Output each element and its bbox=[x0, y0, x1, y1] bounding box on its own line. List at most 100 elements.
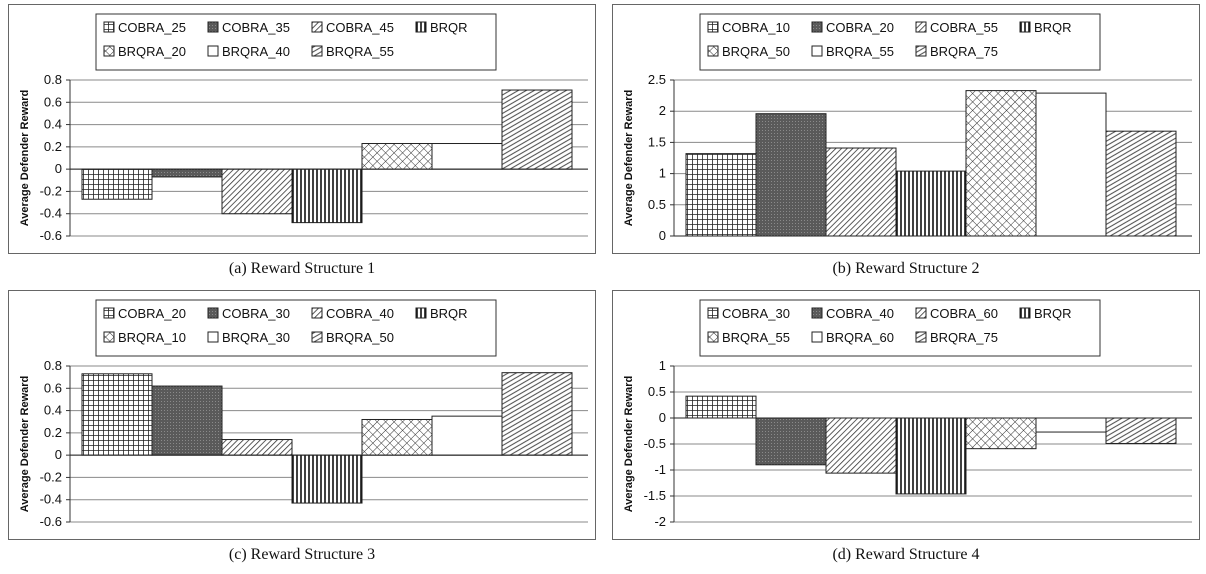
legend-item-brqr: BRQR bbox=[1019, 306, 1072, 321]
legend-swatch bbox=[915, 21, 927, 33]
bar-brqra-75 bbox=[1105, 417, 1177, 444]
legend-label: BRQRA_50 bbox=[722, 44, 790, 59]
bar-cobra-20 bbox=[81, 373, 153, 456]
y-axis-label: Average Defender Reward bbox=[19, 376, 31, 513]
legend-item-cobra-25: COBRA_25 bbox=[103, 20, 186, 35]
bar-brqra-55 bbox=[501, 89, 573, 170]
legend-label: BRQR bbox=[1034, 20, 1072, 35]
legend-item-cobra-10: COBRA_10 bbox=[707, 20, 790, 35]
legend-swatch bbox=[811, 45, 823, 57]
legend-swatch bbox=[1019, 21, 1031, 33]
chart-panel-a: Average Defender Reward 0.8 0.6 0.4 0.2 0 -0.2… bbox=[8, 4, 596, 286]
y-tick-label: 0.2 bbox=[44, 425, 62, 440]
legend-item-brqra-50: BRQRA_50 bbox=[707, 44, 790, 59]
legend-swatch bbox=[311, 331, 323, 343]
legend-label: BRQRA_75 bbox=[930, 330, 998, 345]
y-tick-label: -0.2 bbox=[40, 183, 62, 198]
legend-label: BRQRA_50 bbox=[326, 330, 394, 345]
legend-item-cobra-40: COBRA_40 bbox=[311, 306, 394, 321]
legend-label: COBRA_10 bbox=[722, 20, 790, 35]
bar-cobra-25 bbox=[81, 168, 153, 200]
bar-brqra-20 bbox=[361, 143, 433, 170]
y-tick-label: 0.4 bbox=[44, 403, 62, 418]
legend-label: COBRA_35 bbox=[222, 20, 290, 35]
chart-panel-b: Average Defender Reward 2.5 2 1.5 1 0.5 0 COBRA… bbox=[612, 4, 1200, 286]
legend-label: COBRA_30 bbox=[222, 306, 290, 321]
legend-swatch bbox=[207, 331, 219, 343]
legend-swatch bbox=[915, 307, 927, 319]
legend-swatch bbox=[311, 45, 323, 57]
legend-label: BRQRA_10 bbox=[118, 330, 186, 345]
caption-a: (a) Reward Structure 1 bbox=[228, 260, 376, 277]
legend-item-cobra-30: COBRA_30 bbox=[707, 306, 790, 321]
bar-chart-a: Average Defender Reward 0.8 0.6 0.4 0.2 0 -0.2… bbox=[8, 4, 596, 254]
bar-cobra-40 bbox=[755, 417, 827, 466]
legend-box bbox=[95, 13, 497, 71]
bar-cobra-40 bbox=[221, 439, 293, 456]
y-tick-label: 0.2 bbox=[44, 139, 62, 154]
legend-label: BRQRA_40 bbox=[222, 44, 290, 59]
bar-cobra-55 bbox=[825, 147, 897, 237]
y-tick-label: -0.2 bbox=[40, 469, 62, 484]
legend-box bbox=[699, 299, 1101, 357]
legend-label: BRQRA_55 bbox=[722, 330, 790, 345]
bar-cobra-30 bbox=[151, 385, 223, 456]
legend: COBRA_20 COBRA_30 COBRA_40 BRQR BRQRA_10 BRQR… bbox=[95, 299, 497, 357]
y-tick-label: -1 bbox=[654, 462, 666, 477]
legend-label: COBRA_45 bbox=[326, 20, 394, 35]
y-tick-label: 1.5 bbox=[648, 134, 666, 149]
legend-swatch bbox=[103, 307, 115, 319]
bar-chart-d: Average Defender Reward 1 0.5 0 -0.5 -1 -1.5 -2… bbox=[612, 290, 1200, 540]
legend-label: COBRA_40 bbox=[326, 306, 394, 321]
legend-swatch bbox=[811, 307, 823, 319]
legend-label: COBRA_25 bbox=[118, 20, 186, 35]
bar-cobra-35 bbox=[151, 168, 223, 178]
bar-brqra-55 bbox=[1035, 92, 1107, 237]
y-tick-label: 2.5 bbox=[648, 72, 666, 87]
legend-label: BRQRA_30 bbox=[222, 330, 290, 345]
legend-label: BRQR bbox=[1034, 306, 1072, 321]
legend-swatch bbox=[811, 331, 823, 343]
legend-label: COBRA_40 bbox=[826, 306, 894, 321]
bar-chart-b: Average Defender Reward 2.5 2 1.5 1 0.5 0 COBRA… bbox=[612, 4, 1200, 254]
bar-brqr bbox=[895, 417, 967, 495]
legend-item-brqra-75: BRQRA_75 bbox=[915, 330, 998, 345]
legend-item-cobra-20: COBRA_20 bbox=[811, 20, 894, 35]
bar-brqr bbox=[291, 454, 363, 504]
bar-brqra-55 bbox=[965, 417, 1037, 450]
legend-item-cobra-55: COBRA_55 bbox=[915, 20, 998, 35]
legend-item-cobra-30: COBRA_30 bbox=[207, 306, 290, 321]
y-tick-label: 0.6 bbox=[44, 94, 62, 109]
legend-item-brqra-50: BRQRA_50 bbox=[311, 330, 394, 345]
legend-item-cobra-45: COBRA_45 bbox=[311, 20, 394, 35]
bar-brqra-75 bbox=[1105, 130, 1177, 237]
legend-swatch bbox=[103, 45, 115, 57]
bar-brqr bbox=[895, 170, 967, 237]
legend-swatch bbox=[707, 21, 719, 33]
legend-item-cobra-60: COBRA_60 bbox=[915, 306, 998, 321]
legend-swatch bbox=[415, 21, 427, 33]
legend-swatch bbox=[207, 21, 219, 33]
y-tick-label: 0.6 bbox=[44, 380, 62, 395]
bar-chart-c: Average Defender Reward 0.8 0.6 0.4 0.2 0 -0.2… bbox=[8, 290, 596, 540]
legend-label: BRQRA_55 bbox=[826, 44, 894, 59]
chart-panel-c: Average Defender Reward 0.8 0.6 0.4 0.2 0 -0.2… bbox=[8, 290, 596, 572]
y-tick-label: 1 bbox=[659, 358, 666, 373]
bar-brqra-40 bbox=[431, 143, 503, 170]
chart-panel-d: Average Defender Reward 1 0.5 0 -0.5 -1 -1.5 -2… bbox=[612, 290, 1200, 572]
y-tick-label: -1.5 bbox=[644, 488, 666, 503]
bar-cobra-30 bbox=[685, 395, 757, 419]
legend-label: BRQRA_20 bbox=[118, 44, 186, 59]
legend-item-brqra-75: BRQRA_75 bbox=[915, 44, 998, 59]
legend-item-brqra-30: BRQRA_30 bbox=[207, 330, 290, 345]
bar-cobra-45 bbox=[221, 168, 293, 215]
legend-item-cobra-20: COBRA_20 bbox=[103, 306, 186, 321]
y-tick-label: -0.4 bbox=[40, 492, 62, 507]
legend-label: BRQR bbox=[430, 20, 468, 35]
legend-swatch bbox=[207, 45, 219, 57]
y-tick-label: 0 bbox=[659, 410, 666, 425]
legend-item-brqra-55: BRQRA_55 bbox=[811, 44, 894, 59]
legend-item-brqra-40: BRQRA_40 bbox=[207, 44, 290, 59]
legend-swatch bbox=[811, 21, 823, 33]
legend-item-brqra-55: BRQRA_55 bbox=[707, 330, 790, 345]
